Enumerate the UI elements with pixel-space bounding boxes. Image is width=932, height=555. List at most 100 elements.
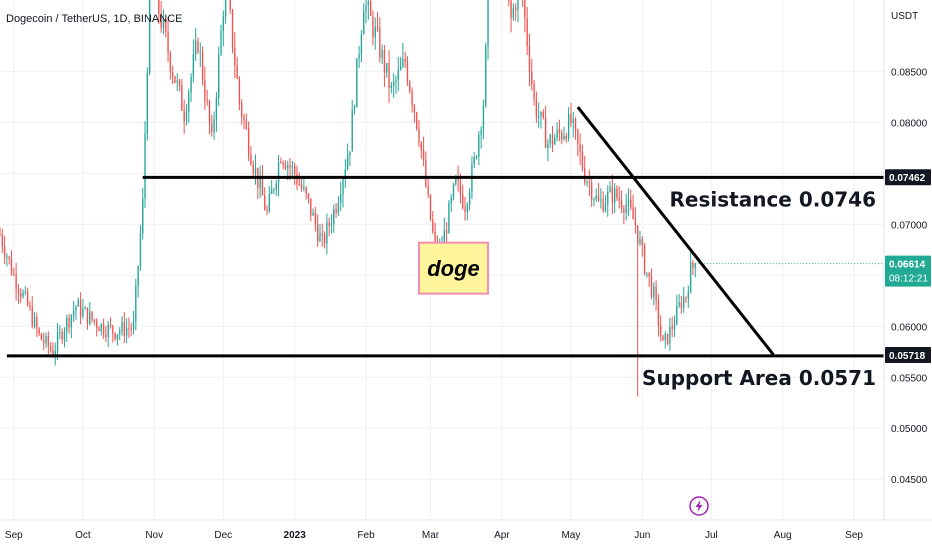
- candle-body: [572, 119, 574, 123]
- candle-body: [570, 113, 572, 123]
- candle-body: [234, 47, 236, 66]
- candle-body: [77, 300, 79, 307]
- candle-body: [526, 18, 528, 47]
- candle-body: [335, 208, 337, 213]
- candle-body: [84, 307, 86, 309]
- resistance-badge-background: [885, 169, 931, 186]
- grid: [0, 0, 884, 520]
- candle-body: [485, 46, 487, 106]
- candle-body: [590, 183, 593, 200]
- candle-body: [602, 199, 604, 211]
- candle-body: [252, 164, 254, 173]
- support-badge-background: [885, 347, 931, 364]
- candle-body: [144, 133, 146, 199]
- candle-body: [282, 162, 284, 165]
- candle-body: [618, 198, 620, 201]
- candle-body: [273, 189, 275, 191]
- candle-body: [623, 208, 625, 213]
- candle-body: [662, 335, 664, 341]
- candle-body: [95, 321, 98, 328]
- flash-icon[interactable]: [689, 496, 709, 516]
- price-tick-label: 0.05500: [891, 373, 928, 384]
- candle-body: [363, 11, 365, 35]
- candle-body: [321, 233, 323, 236]
- candle-body: [33, 317, 36, 326]
- candle-body: [687, 292, 690, 299]
- candle-body: [261, 177, 264, 196]
- candle-body: [648, 272, 650, 277]
- candle-body: [160, 13, 162, 28]
- candle-body: [174, 76, 176, 83]
- candle-body: [303, 187, 305, 189]
- candle-body: [213, 119, 215, 132]
- candle-body: [15, 274, 17, 290]
- candle-body: [586, 181, 588, 183]
- candle-body: [639, 239, 641, 244]
- candle-body: [201, 51, 204, 81]
- candle-body: [197, 40, 199, 52]
- candle-body: [616, 188, 618, 199]
- candle-body: [59, 332, 61, 334]
- candle-body: [340, 194, 342, 203]
- candle-body: [676, 305, 678, 325]
- candle-body: [66, 317, 68, 332]
- candle-body: [528, 46, 531, 72]
- candle-body: [17, 289, 20, 293]
- time-tick-label: Aug: [774, 530, 792, 541]
- candle-body: [183, 110, 185, 122]
- candle-body: [188, 92, 190, 113]
- support-annotation[interactable]: Support Area 0.0571: [642, 366, 876, 390]
- candle-body: [379, 28, 381, 58]
- symbol-title[interactable]: Dogecoin / TetherUS, 1D, BINANCE: [6, 13, 182, 25]
- candle-body: [305, 187, 307, 194]
- candle-body: [268, 194, 271, 212]
- resistance-annotation[interactable]: Resistance 0.0746: [670, 187, 876, 211]
- candle-body: [353, 107, 356, 110]
- candle-body: [337, 202, 340, 213]
- candle-body: [323, 235, 326, 244]
- current-price-value: 0.06614: [889, 260, 926, 271]
- candle-body: [376, 26, 379, 29]
- candle-body: [402, 58, 404, 67]
- candle-body: [10, 258, 13, 274]
- candle-body: [420, 142, 422, 151]
- candle-body: [657, 300, 660, 326]
- candle-body: [26, 291, 29, 305]
- candle-body: [685, 297, 687, 299]
- candle-body: [70, 315, 73, 328]
- candle-body: [607, 191, 609, 205]
- candle-body: [349, 151, 351, 156]
- candle-body: [413, 105, 416, 113]
- time-tick-label: Jul: [705, 530, 718, 541]
- candle-body: [171, 72, 174, 77]
- current-price-badge-background: [885, 255, 931, 287]
- drawn-lines[interactable]: [6, 106, 884, 358]
- candle-body: [333, 208, 335, 225]
- time-tick-label: Oct: [75, 530, 91, 541]
- time-tick-label: Nov: [145, 530, 163, 541]
- price-tick-label: 0.05000: [891, 424, 928, 435]
- price-tick-label: 0.08000: [891, 118, 928, 129]
- candle-body: [40, 333, 43, 340]
- candle-body: [241, 102, 243, 117]
- candle-body: [517, 0, 519, 11]
- candle-body: [139, 233, 142, 267]
- candle-body: [49, 346, 52, 351]
- candle-body: [459, 180, 462, 195]
- candle-body: [123, 322, 126, 336]
- candle-body: [694, 263, 696, 268]
- time-axis-ticks[interactable]: Sep Oct Nov Dec 2023 Feb Mar Apr May Jun Jul Aug Sep: [5, 530, 863, 541]
- candle-body: [342, 179, 344, 195]
- candle-body: [475, 156, 478, 158]
- candle-body: [326, 222, 328, 244]
- doge-label-box[interactable]: doge: [417, 241, 490, 295]
- candle-body: [429, 194, 432, 220]
- candle-body: [125, 328, 128, 336]
- candle-body: [634, 219, 637, 226]
- candle-body: [307, 193, 310, 199]
- candle-body: [443, 230, 445, 247]
- candle-body: [192, 54, 195, 77]
- price-tick-label: 0.08500: [891, 67, 928, 78]
